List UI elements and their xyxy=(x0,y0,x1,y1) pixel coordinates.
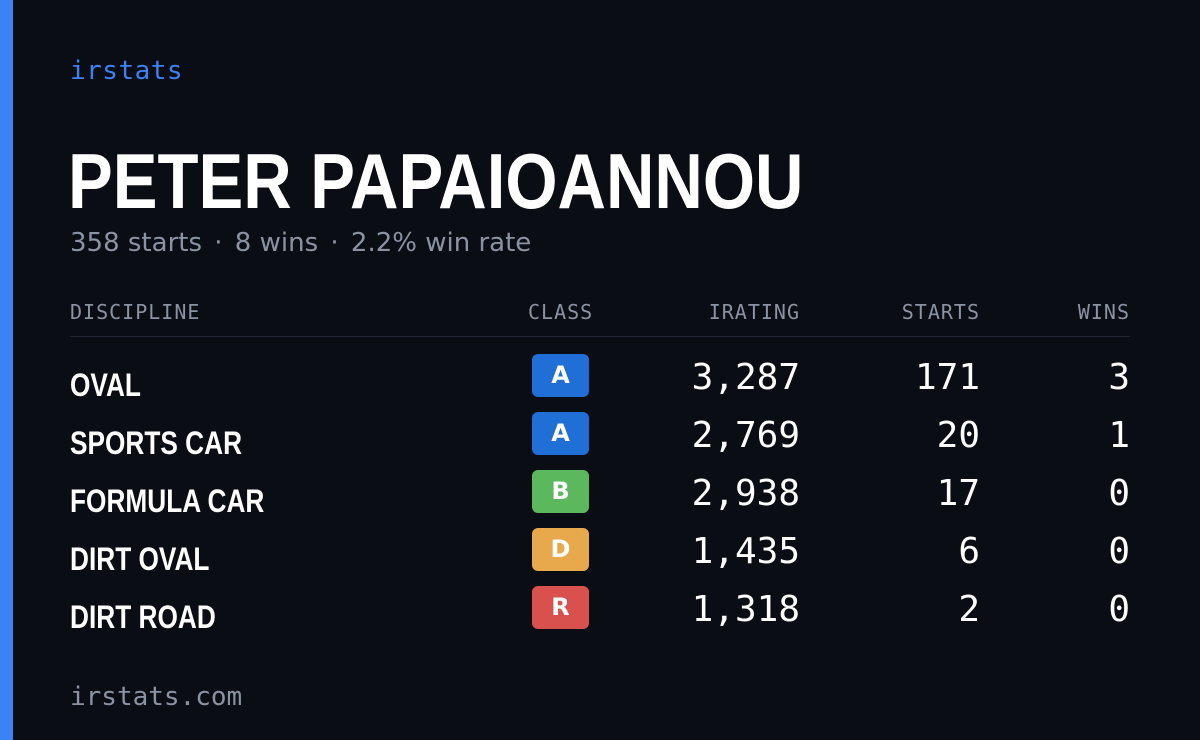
discipline-name: SPORTS CAR xyxy=(70,425,243,461)
wins-value: 0 xyxy=(1108,531,1130,572)
career-summary: 358 starts · 8 wins · 2.2% win rate xyxy=(70,228,531,258)
table-row-oval: OVAL A 3,287 171 3 xyxy=(70,352,1130,410)
discipline-table: OVAL A 3,287 171 3 SPORTS CAR A 2,769 20… xyxy=(70,352,1130,642)
header-class: CLASS xyxy=(528,300,594,324)
wins-value: 1 xyxy=(1108,415,1130,456)
discipline-name: OVAL xyxy=(70,367,141,403)
irating-value: 2,938 xyxy=(691,473,800,514)
starts-value: 17 xyxy=(936,473,980,514)
summary-separator: · xyxy=(214,228,223,258)
table-row-sports-car: SPORTS CAR A 2,769 20 1 xyxy=(70,410,1130,468)
summary-starts: 358 starts xyxy=(70,228,202,258)
starts-value: 2 xyxy=(958,589,980,630)
summary-separator: · xyxy=(330,228,339,258)
brand-logo: irstats xyxy=(70,56,184,86)
starts-value: 20 xyxy=(936,415,980,456)
discipline-name: FORMULA CAR xyxy=(70,483,265,519)
table-header: DISCIPLINE CLASS IRATING STARTS WINS xyxy=(70,300,1130,337)
player-name: PETER PAPAIOANNOU xyxy=(68,137,804,225)
accent-bar xyxy=(0,0,13,740)
class-badge: R xyxy=(532,586,589,629)
header-starts: STARTS xyxy=(901,300,980,324)
irating-value: 1,435 xyxy=(691,531,800,572)
discipline-name: DIRT ROAD xyxy=(70,599,216,635)
class-badge: B xyxy=(532,470,589,513)
class-badge: A xyxy=(532,412,589,455)
header-irating: IRATING xyxy=(708,300,800,324)
table-row-dirt-oval: DIRT OVAL D 1,435 6 0 xyxy=(70,526,1130,584)
footer-url[interactable]: irstats.com xyxy=(70,682,243,712)
discipline-name: DIRT OVAL xyxy=(70,541,210,577)
table-row-dirt-road: DIRT ROAD R 1,318 2 0 xyxy=(70,584,1130,642)
starts-value: 171 xyxy=(914,357,980,398)
table-row-formula-car: FORMULA CAR B 2,938 17 0 xyxy=(70,468,1130,526)
starts-value: 6 xyxy=(958,531,980,572)
wins-value: 3 xyxy=(1108,357,1130,398)
summary-win-rate: 2.2% win rate xyxy=(350,228,532,258)
class-badge: D xyxy=(532,528,589,571)
header-wins: WINS xyxy=(1077,300,1130,324)
irating-value: 1,318 xyxy=(691,589,800,630)
summary-wins: 8 wins xyxy=(234,228,319,258)
header-discipline: DISCIPLINE xyxy=(70,300,201,324)
wins-value: 0 xyxy=(1108,473,1130,514)
wins-value: 0 xyxy=(1108,589,1130,630)
class-badge: A xyxy=(532,354,589,397)
irating-value: 2,769 xyxy=(691,415,800,456)
irating-value: 3,287 xyxy=(691,357,800,398)
